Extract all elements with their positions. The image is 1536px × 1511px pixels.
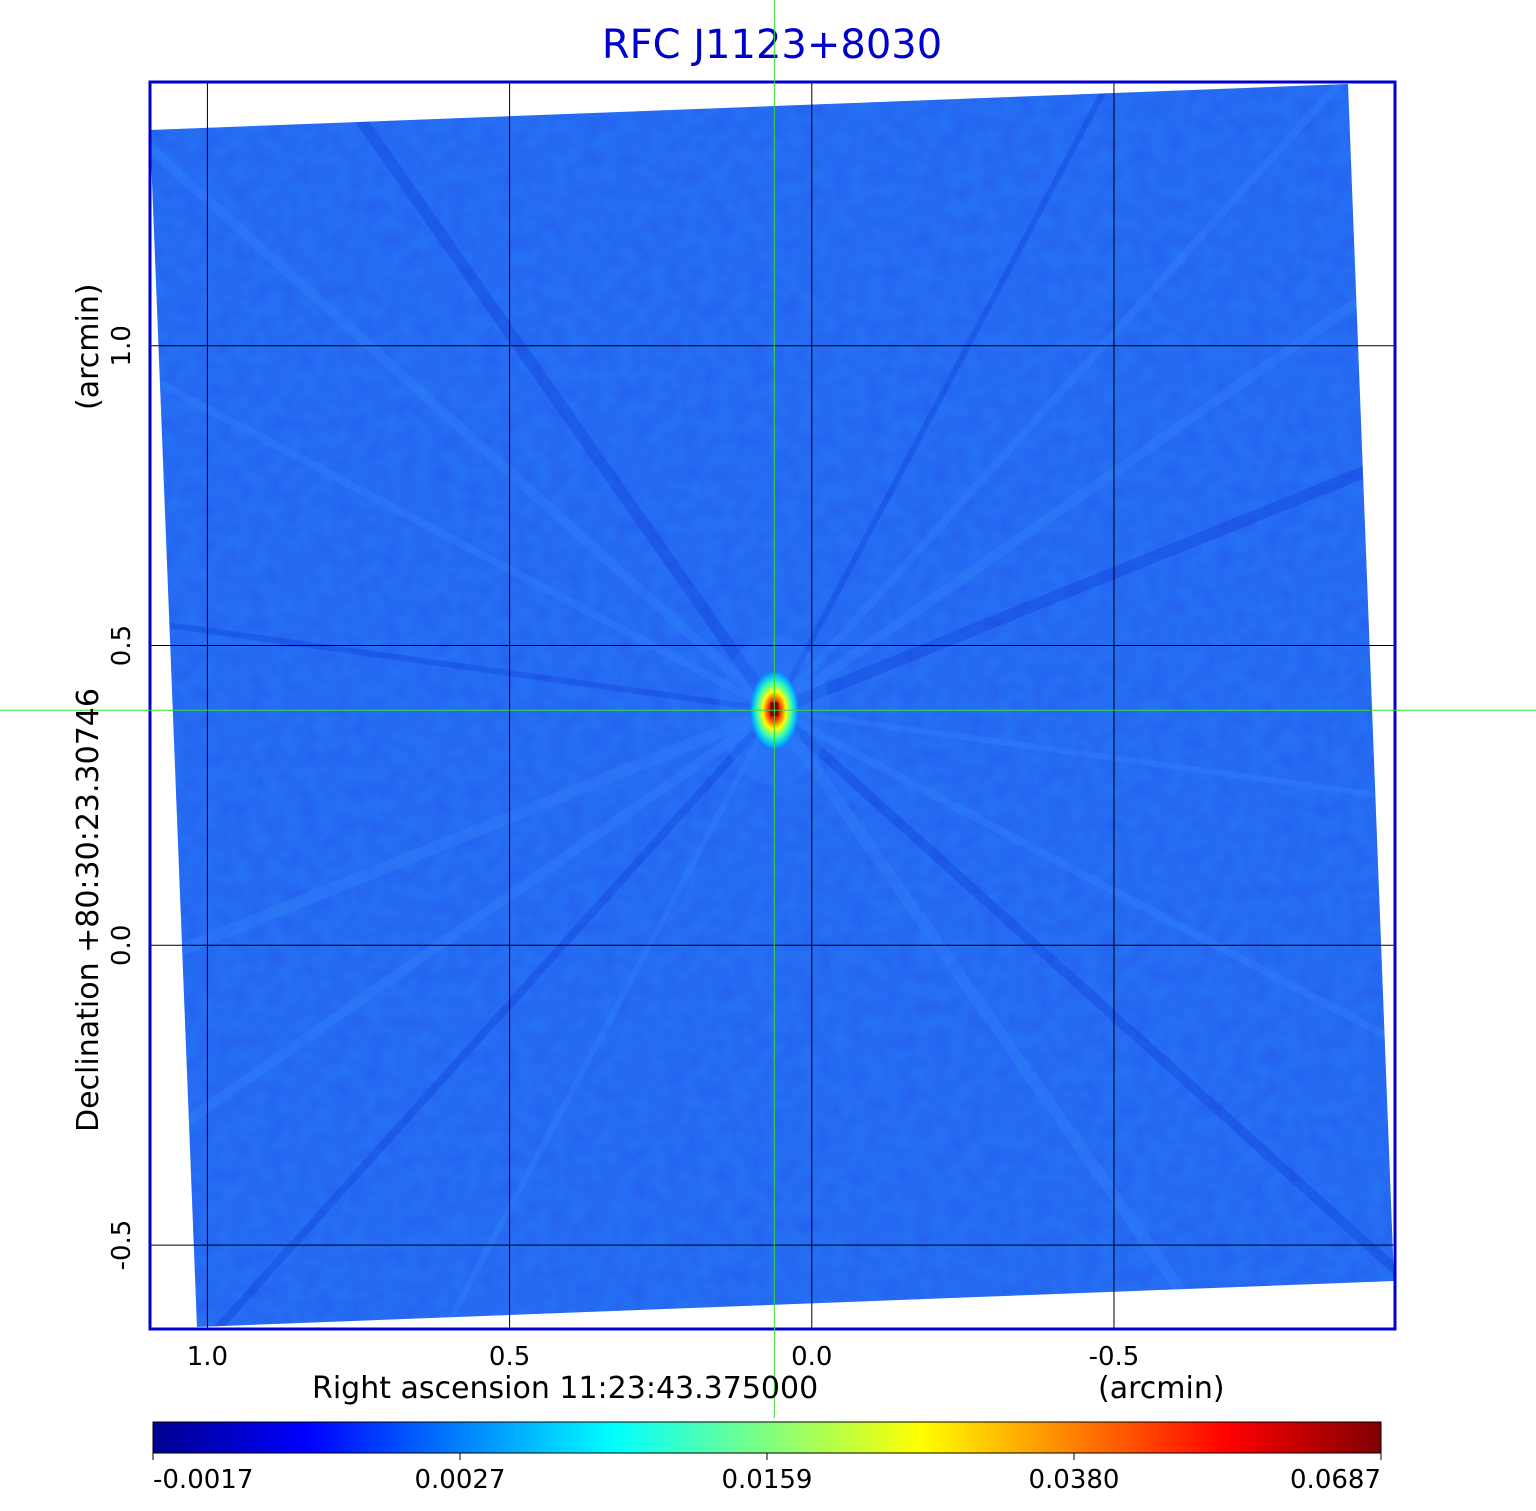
sidelobe-streak bbox=[169, 707, 778, 1327]
x-tick-label: 0.5 bbox=[489, 1342, 530, 1372]
x-tick-labels: 1.0 0.5 0.0 -0.5 bbox=[187, 1342, 1140, 1372]
x-tick-label: -0.5 bbox=[1089, 1342, 1140, 1372]
y-tick-label: 0.0 bbox=[107, 925, 137, 966]
coordinate-grid bbox=[150, 82, 1395, 1329]
y-tick-label: 0.5 bbox=[107, 625, 137, 666]
x-tick-label: 0.0 bbox=[791, 1342, 832, 1372]
x-axis-label: Right ascension 11:23:43.375000 bbox=[312, 1371, 818, 1406]
x-tick-label: 1.0 bbox=[187, 1342, 228, 1372]
x-axis-unit: (arcmin) bbox=[1098, 1371, 1225, 1406]
colorbar-tick-label: -0.0017 bbox=[153, 1465, 253, 1495]
sidelobe-streak bbox=[349, 708, 777, 1327]
colorbar-tick-label: 0.0380 bbox=[1029, 1465, 1120, 1495]
y-tick-label: -0.5 bbox=[107, 1220, 137, 1271]
sidelobe-streak bbox=[771, 84, 1200, 712]
colorbar-tick-label: 0.0027 bbox=[415, 1465, 506, 1495]
y-tick-labels: -0.5 0.0 0.5 1.0 bbox=[107, 325, 137, 1270]
sidelobe-streak bbox=[772, 706, 1394, 1137]
chart-title: RFC J1123+8030 bbox=[602, 22, 942, 68]
sidelobe-streak bbox=[772, 367, 1394, 716]
sidelobe-streak bbox=[771, 84, 1380, 713]
y-tick-label: 1.0 bbox=[107, 325, 137, 366]
sidelobe-streak bbox=[150, 582, 775, 714]
y-axis-label: Declination +80:30:23.30746 bbox=[71, 688, 106, 1132]
sidelobe-streak bbox=[150, 284, 777, 714]
sidelobe-streak bbox=[773, 707, 1394, 839]
plot-frame bbox=[148, 80, 1397, 1331]
sidelobe-streak bbox=[150, 704, 777, 1054]
sidelobe-streak bbox=[770, 706, 1394, 1317]
y-axis-unit: (arcmin) bbox=[71, 283, 106, 410]
colorbar-tick-label: 0.0159 bbox=[722, 1465, 813, 1495]
colorbar-tick-labels: -0.0017 0.0027 0.0159 0.0380 0.0687 bbox=[152, 1453, 1382, 1495]
colorbar-tick-label: 0.0687 bbox=[1290, 1465, 1381, 1495]
colorbar-gradient bbox=[152, 1421, 1382, 1454]
sidelobe-streak bbox=[150, 104, 778, 715]
crosshair bbox=[0, 0, 1536, 1418]
colorbar: -0.0017 0.0027 0.0159 0.0380 0.0687 bbox=[152, 1421, 1382, 1495]
